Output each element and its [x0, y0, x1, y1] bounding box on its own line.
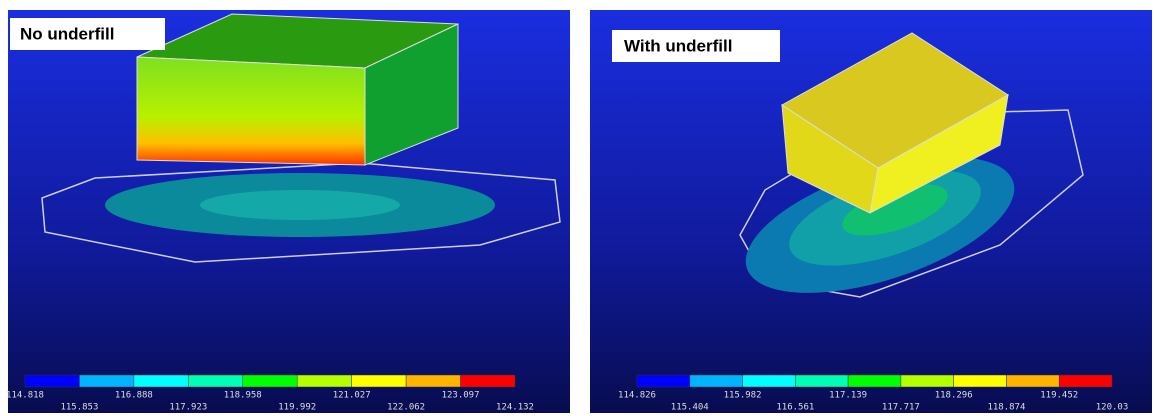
legend-swatch — [188, 375, 242, 387]
legend-label: 117.717 — [882, 403, 920, 413]
page: No underfill With underfill 114.818 115.8… — [0, 0, 1155, 416]
legend-label: 119.992 — [278, 403, 316, 413]
legend-label: 114.818 — [6, 391, 44, 401]
legend-swatch — [690, 375, 743, 387]
legend-swatch — [954, 375, 1007, 387]
panel-label: No underfill — [20, 24, 114, 43]
legend-label: 118.874 — [987, 403, 1025, 413]
contour-inner — [200, 190, 400, 220]
legend-swatch — [461, 375, 515, 387]
legend-swatch — [406, 375, 460, 387]
legend-swatch — [1006, 375, 1059, 387]
legend-label: 117.139 — [829, 391, 867, 401]
legend-label: 122.062 — [387, 403, 425, 413]
legend-label: 118.296 — [935, 391, 973, 401]
legend-swatch — [637, 375, 690, 387]
legend-label: 115.853 — [60, 403, 98, 413]
legend-label: 120.03 — [1096, 403, 1129, 413]
legend-label: 118.958 — [224, 391, 262, 401]
legend-swatch — [243, 375, 297, 387]
legend-label: 124.132 — [496, 403, 534, 413]
legend-swatch — [297, 375, 351, 387]
panel-label: With underfill — [624, 36, 732, 55]
legend-label: 115.404 — [671, 403, 709, 413]
legend-swatch — [901, 375, 954, 387]
legend-label: 115.982 — [724, 391, 762, 401]
legend-label: 116.561 — [776, 403, 814, 413]
legend-swatch — [1059, 375, 1112, 387]
legend-swatch — [352, 375, 406, 387]
legend-label: 114.826 — [618, 391, 656, 401]
legend-swatch — [79, 375, 133, 387]
legend-swatch — [848, 375, 901, 387]
legend-label: 119.452 — [1040, 391, 1078, 401]
legend-swatch — [134, 375, 188, 387]
figure: No underfill With underfill 114.818 115.8… — [0, 0, 1155, 416]
legend-label: 123.097 — [442, 391, 480, 401]
legend-label: 116.888 — [115, 391, 153, 401]
legend-label: 117.923 — [169, 403, 207, 413]
legend-swatch — [795, 375, 848, 387]
die-front — [137, 57, 365, 165]
legend-swatch — [743, 375, 796, 387]
legend-label: 121.027 — [333, 391, 371, 401]
legend-swatch — [25, 375, 79, 387]
